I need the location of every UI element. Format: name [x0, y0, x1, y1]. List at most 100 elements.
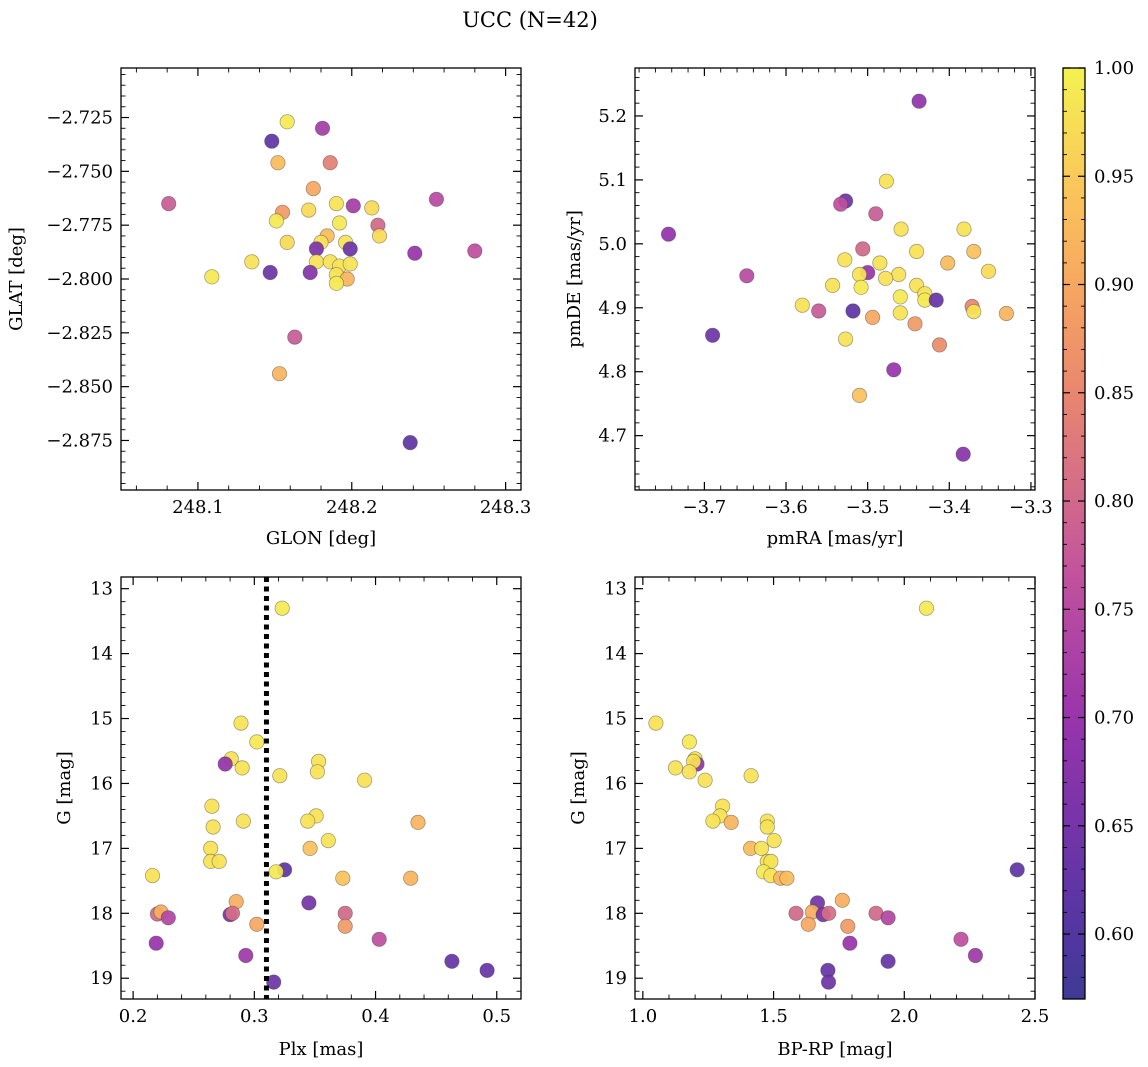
glon-glat-frame: [120, 67, 522, 491]
x-tick-label: 0.5: [482, 1006, 511, 1027]
data-point: [886, 362, 902, 378]
data-point: [407, 245, 423, 261]
data-point: [853, 279, 869, 295]
panel-bprp-g: 1.0 1.5 2.0 2.5 13 14 15 16 17 18 19 BP-RP [mag] G…: [568, 576, 1049, 1060]
data-point: [337, 918, 353, 934]
figure-title: UCC (N=42): [462, 8, 598, 32]
data-point: [892, 289, 908, 305]
data-point: [880, 953, 896, 969]
data-point: [872, 255, 888, 271]
colorbar-tick-label: 0.70: [1094, 708, 1134, 729]
data-point: [308, 241, 324, 257]
data-point: [753, 840, 770, 857]
data-point: [479, 962, 495, 979]
data-point: [845, 303, 861, 319]
colorbar-tick-label: 1.00: [1094, 58, 1134, 79]
data-point: [262, 264, 278, 281]
glon-glat-ticks: 248.1 248.2 248.3 −2.875 −2.850 −2.825 −2.800 −…: [46, 68, 531, 518]
data-point: [217, 756, 233, 772]
y-tick-label: 5.0: [598, 234, 627, 255]
y-tick-label: 15: [90, 709, 113, 730]
data-point: [908, 243, 925, 260]
data-point: [331, 215, 348, 231]
data-point: [966, 303, 982, 320]
colorbar-tick-label: 0.80: [1094, 491, 1134, 512]
data-point: [966, 243, 982, 260]
data-point: [918, 600, 935, 616]
data-point: [204, 798, 220, 814]
data-point: [203, 840, 219, 857]
y-tick-label: 13: [90, 579, 113, 600]
data-point: [868, 206, 884, 222]
x-tick-label: −3.5: [846, 497, 890, 518]
colorbar-tick-label: 0.85: [1094, 383, 1134, 404]
data-point: [301, 202, 317, 218]
y-tick-label: 4.8: [598, 362, 627, 383]
y-tick-label: 18: [604, 903, 627, 924]
y-tick-label: 17: [604, 838, 627, 859]
data-point: [837, 331, 854, 347]
y-tick-label: 5.1: [598, 170, 627, 191]
data-point: [704, 327, 721, 343]
data-point: [279, 234, 295, 250]
bprp-g-ticks: 1.0 1.5 2.0 2.5 13 14 15 16 17 18 19: [604, 577, 1049, 1027]
pmra-pmde-ticks: −3.7 −3.6 −3.5 −3.4 −3.3 4.7 4.8 4.9 5.0 5.1 5.2: [598, 68, 1053, 518]
data-point: [467, 243, 483, 259]
data-point: [705, 813, 721, 829]
data-point: [322, 155, 338, 171]
data-point: [956, 221, 972, 237]
x-tick-label: 0.4: [361, 1006, 390, 1027]
data-point: [967, 947, 984, 964]
panel-pmra-pmde: −3.7 −3.6 −3.5 −3.4 −3.3 4.7 4.8 4.9 5.0 5.1 5.2 p…: [564, 67, 1053, 549]
data-point: [410, 814, 426, 831]
x-tick-label: 0.2: [119, 1006, 148, 1027]
data-point: [739, 268, 755, 284]
data-point: [402, 434, 418, 451]
colorbar-tick-label: 0.95: [1094, 166, 1134, 187]
pmra-pmde-points: [660, 93, 1015, 462]
y-tick-label: −2.850: [46, 377, 113, 398]
data-point: [328, 275, 344, 291]
y-tick-label: 19: [604, 968, 627, 989]
data-point: [161, 196, 177, 212]
data-point: [788, 905, 804, 921]
y-tick-label: 14: [604, 644, 627, 665]
y-tick-label: 19: [90, 968, 113, 989]
data-point: [444, 953, 460, 969]
colorbar-tick-label: 0.75: [1094, 599, 1134, 620]
colorbar-ticks: 0.60 0.65 0.70 0.75 0.80 0.85 0.90 0.95 1.00: [1063, 58, 1134, 978]
data-point: [238, 947, 254, 964]
data-point: [235, 813, 251, 829]
x-tick-label: −3.6: [764, 497, 808, 518]
data-point: [855, 241, 871, 257]
x-tick-label: 248.1: [172, 497, 224, 518]
x-tick-label: 1.5: [759, 1006, 788, 1027]
data-point: [233, 715, 249, 731]
data-point: [779, 870, 795, 886]
data-point: [342, 241, 358, 257]
data-point: [160, 910, 176, 926]
data-point: [148, 935, 164, 951]
colorbar-frame: [1062, 67, 1086, 1000]
data-point: [820, 974, 837, 990]
panel-plx-g: 0.2 0.3 0.4 0.5 13 14 15 16 17 18 19 Plx [mas] G […: [54, 576, 522, 1060]
data-point: [287, 329, 303, 345]
glon-glat-ylabel: GLAT [deg]: [6, 227, 27, 331]
data-point: [249, 734, 265, 750]
data-point: [274, 600, 290, 616]
data-point: [955, 446, 971, 462]
data-point: [320, 832, 336, 849]
data-point: [302, 264, 318, 281]
data-point: [224, 905, 241, 921]
plx-g-ticks: 0.2 0.3 0.4 0.5 13 14 15 16 17 18 19: [90, 577, 522, 1027]
data-point: [837, 252, 853, 268]
data-point: [821, 905, 837, 921]
data-point: [824, 277, 841, 293]
data-point: [931, 337, 948, 353]
data-point: [309, 764, 325, 780]
data-point: [345, 198, 361, 214]
data-point: [660, 226, 677, 242]
colorbar-gradient: [1063, 68, 1085, 999]
data-point: [911, 93, 927, 109]
